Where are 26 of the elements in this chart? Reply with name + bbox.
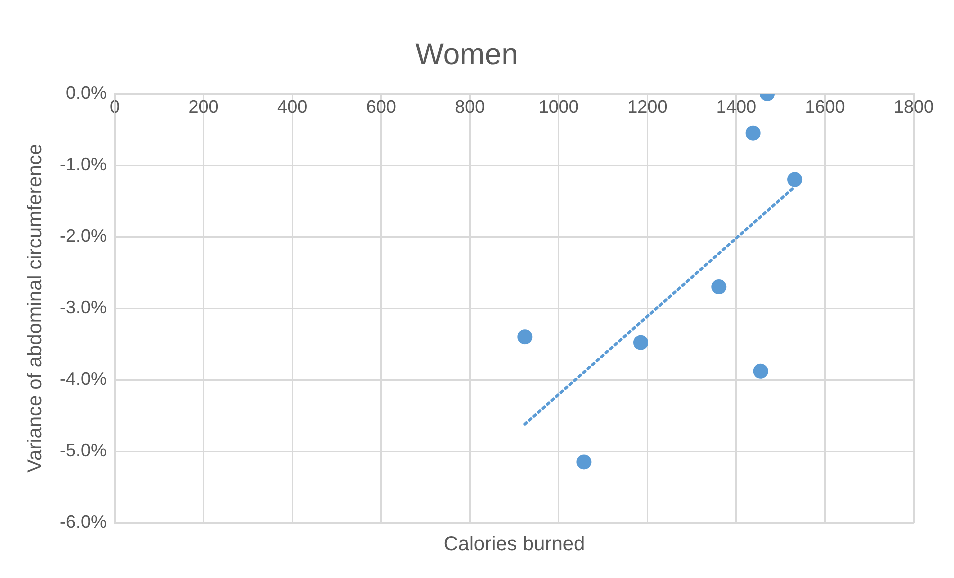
y-tick-label: -6.0% xyxy=(60,512,108,532)
point xyxy=(788,172,803,188)
x-axis-title: Calories burned xyxy=(444,534,586,556)
y-tick-label: -4.0% xyxy=(60,368,108,389)
y-tick-label: -5.0% xyxy=(60,440,108,460)
point xyxy=(746,126,761,141)
x-tick-label: 1000 xyxy=(538,96,579,117)
x-tick-label: 1800 xyxy=(894,96,934,117)
y-axis-title: Variance of abdominal circumference xyxy=(24,144,47,473)
point xyxy=(753,364,768,379)
y-tick-label: 0.0% xyxy=(66,82,108,103)
x-tick-label: 200 xyxy=(188,96,219,117)
chart-title: Women xyxy=(416,38,518,72)
x-tick-label: 800 xyxy=(455,96,486,117)
point xyxy=(712,280,727,295)
x-tick-label: 1400 xyxy=(716,96,756,117)
x-tick-label: 600 xyxy=(366,96,396,117)
point xyxy=(576,454,592,470)
y-tick-label: -1.0% xyxy=(60,154,108,174)
x-tick-label: 1200 xyxy=(628,96,668,117)
x-tick-label: 1600 xyxy=(805,96,846,117)
x-tick-label: 400 xyxy=(278,96,308,117)
y-tick-label: -3.0% xyxy=(60,297,108,318)
point xyxy=(518,330,533,345)
y-tick-label: -2.0% xyxy=(60,226,108,246)
point xyxy=(634,335,649,350)
